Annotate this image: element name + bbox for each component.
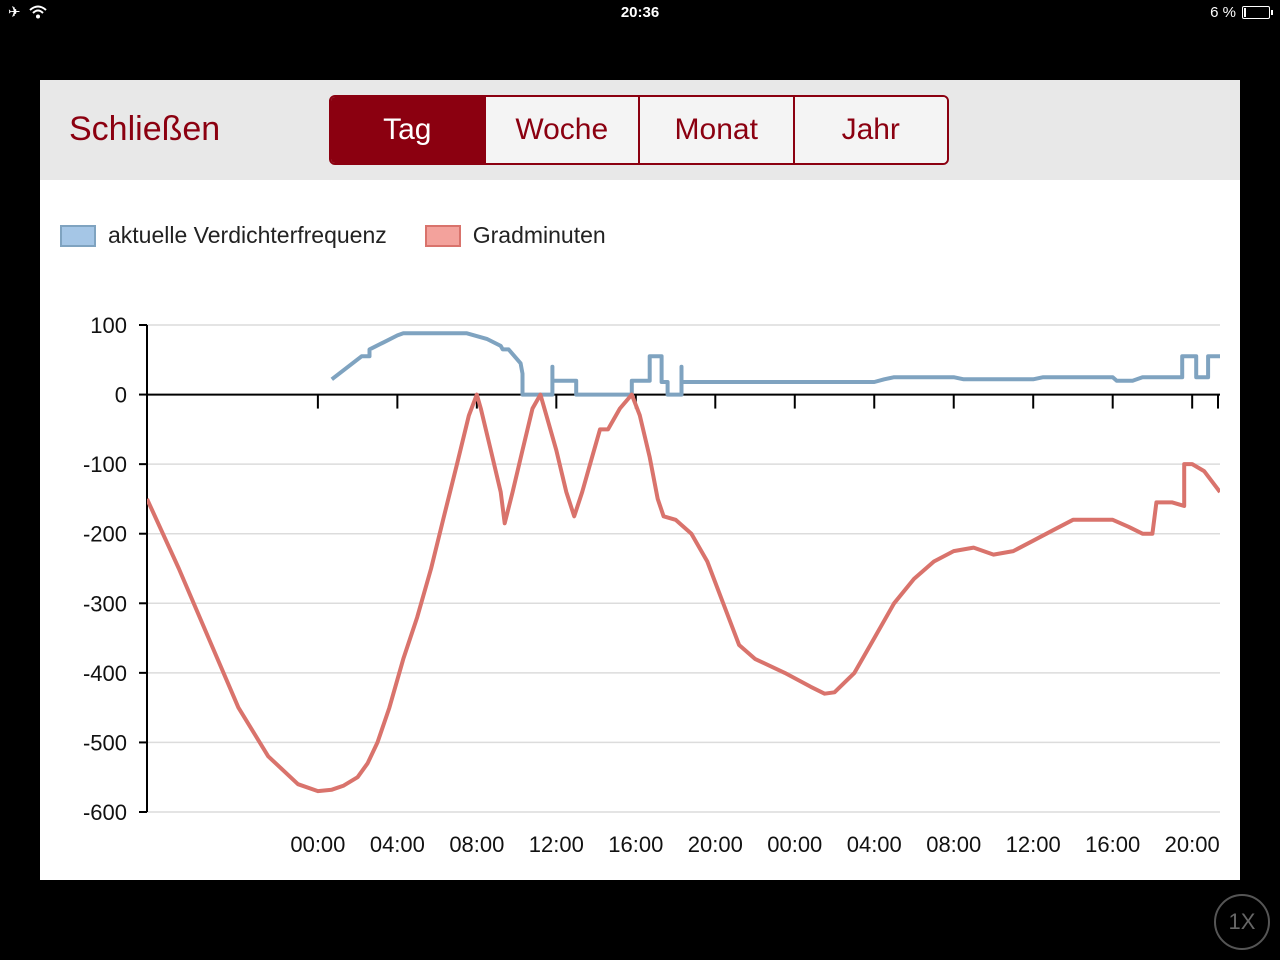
line-chart: 100 0 -100 -200 -300 -400 -500 -600 00:00 04:00 08… <box>83 313 1220 857</box>
status-time: 20:36 <box>620 4 660 21</box>
x-tick-label: 04:00 <box>847 832 902 857</box>
y-tick-label: -600 <box>83 800 127 825</box>
y-tick-label: -100 <box>83 452 127 477</box>
legend-label-gradminuten: Gradminuten <box>472 222 606 248</box>
toolbar: Schließen Tag Woche Monat Jahr <box>40 80 1240 180</box>
legend-item-gradminuten[interactable]: Gradminuten <box>424 222 606 249</box>
x-tick-label: 16:00 <box>1085 832 1140 857</box>
wifi-icon <box>28 5 47 19</box>
battery-percent: 6 % <box>1210 4 1236 21</box>
series-line-gradminuten <box>147 392 1220 794</box>
x-tick-label: 20:00 <box>1165 832 1220 857</box>
x-tick-label: 12:00 <box>1006 832 1061 857</box>
legend-item-frequency[interactable]: aktuelle Verdichterfrequenz <box>60 222 387 249</box>
status-icons: ✈ <box>8 3 47 21</box>
y-tick-label: -500 <box>83 730 127 755</box>
x-tick-label: 00:00 <box>767 832 822 857</box>
y-tick-label: 0 <box>115 383 127 408</box>
x-tick-label: 08:00 <box>449 832 504 857</box>
period-selector: Tag Woche Monat Jahr <box>329 95 949 165</box>
x-tick-label: 08:00 <box>926 832 981 857</box>
airplane-icon: ✈ <box>8 4 21 21</box>
close-button[interactable]: Schließen <box>69 110 221 148</box>
series-line-frequency <box>330 331 1220 397</box>
chart-panel: Schließen Tag Woche Monat Jahr aktuelle … <box>40 80 1240 880</box>
y-tick-label: -400 <box>83 661 127 686</box>
battery-icon <box>1242 6 1273 19</box>
legend-swatch-red <box>424 224 461 247</box>
x-tick-label: 16:00 <box>608 832 663 857</box>
legend-swatch-blue <box>60 224 96 247</box>
x-tick-label: 04:00 <box>370 832 425 857</box>
legend-label-frequency: aktuelle Verdichterfrequenz <box>108 222 387 248</box>
x-tick-label: 00:00 <box>290 832 345 857</box>
tab-day[interactable]: Tag <box>331 97 484 163</box>
y-tick-label: -200 <box>83 522 127 547</box>
zoom-badge[interactable]: 1X <box>1214 894 1270 950</box>
status-bar: ✈ 20:36 6 % <box>0 0 1280 26</box>
chart-legend: aktuelle Verdichterfrequenz Gradminuten <box>60 222 644 249</box>
tab-week[interactable]: Woche <box>483 97 638 163</box>
y-tick-label: 100 <box>90 313 127 338</box>
y-tick-label: -300 <box>83 591 127 616</box>
tab-month[interactable]: Monat <box>638 97 793 163</box>
x-tick-label: 12:00 <box>529 832 584 857</box>
chart-area: aktuelle Verdichterfrequenz Gradminuten … <box>40 180 1240 880</box>
tab-year[interactable]: Jahr <box>792 97 947 163</box>
x-tick-label: 20:00 <box>688 832 743 857</box>
